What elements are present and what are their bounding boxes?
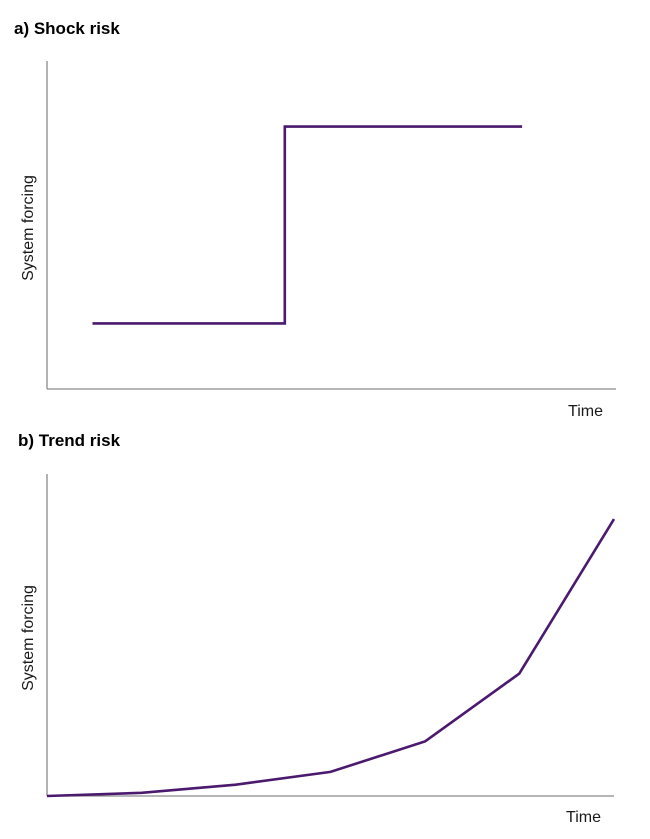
panel-b-series-line [46, 518, 616, 798]
panel-a: a) Shock risk System forcing Time [14, 19, 616, 420]
panel-a-x-label: Time [568, 403, 603, 420]
panel-b: b) Trend risk System forcing Time [18, 431, 616, 826]
panel-b-y-label: System forcing [20, 585, 37, 691]
panel-b-x-label: Time [566, 809, 601, 826]
panel-b-title: b) Trend risk [18, 431, 121, 450]
panel-a-series-line [92, 125, 523, 325]
panel-a-y-label: System forcing [20, 175, 37, 281]
panel-a-title: a) Shock risk [14, 19, 120, 38]
